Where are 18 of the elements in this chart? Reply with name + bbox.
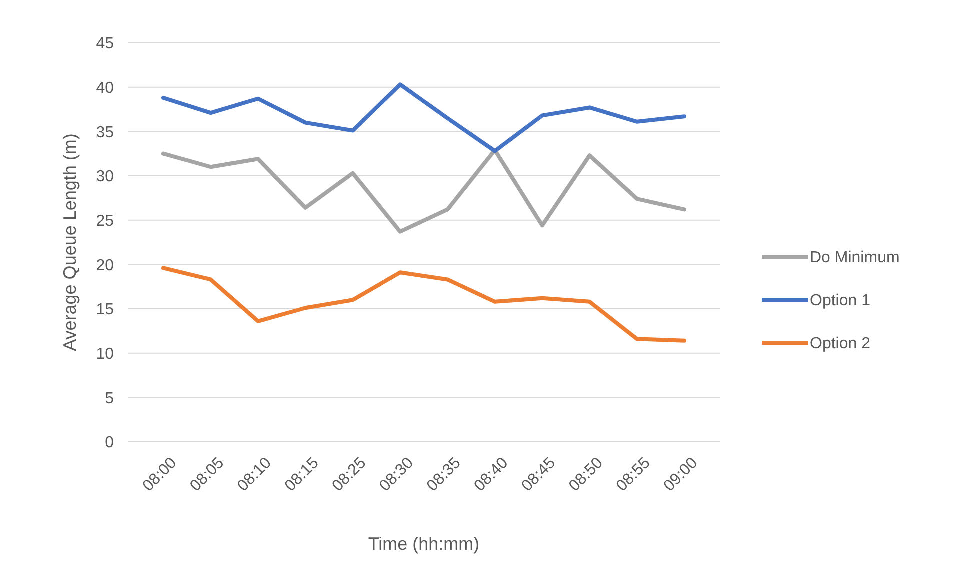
legend-label: Do Minimum	[810, 250, 900, 267]
y-tick-label: 10	[96, 346, 114, 363]
legend-label: Option 1	[810, 292, 871, 310]
line-series	[162, 82, 686, 154]
y-tick-label: 25	[96, 212, 114, 230]
x-axis-title: Time (hh:mm)	[368, 534, 480, 554]
y-axis-title: Average Queue Length (m)	[60, 134, 80, 352]
line-series	[162, 148, 686, 234]
y-tick-label: 30	[96, 168, 114, 186]
y-tick-label: 15	[96, 302, 114, 319]
y-tick-label: 40	[96, 80, 114, 97]
y-tick-label: 0	[105, 434, 114, 452]
y-tick-label: 20	[96, 257, 114, 274]
line-series	[162, 266, 686, 343]
y-tick-label: 5	[105, 390, 114, 408]
y-tick-label: 35	[96, 124, 114, 142]
legend-label: Option 2	[810, 336, 871, 353]
y-tick-label: 45	[96, 36, 114, 53]
